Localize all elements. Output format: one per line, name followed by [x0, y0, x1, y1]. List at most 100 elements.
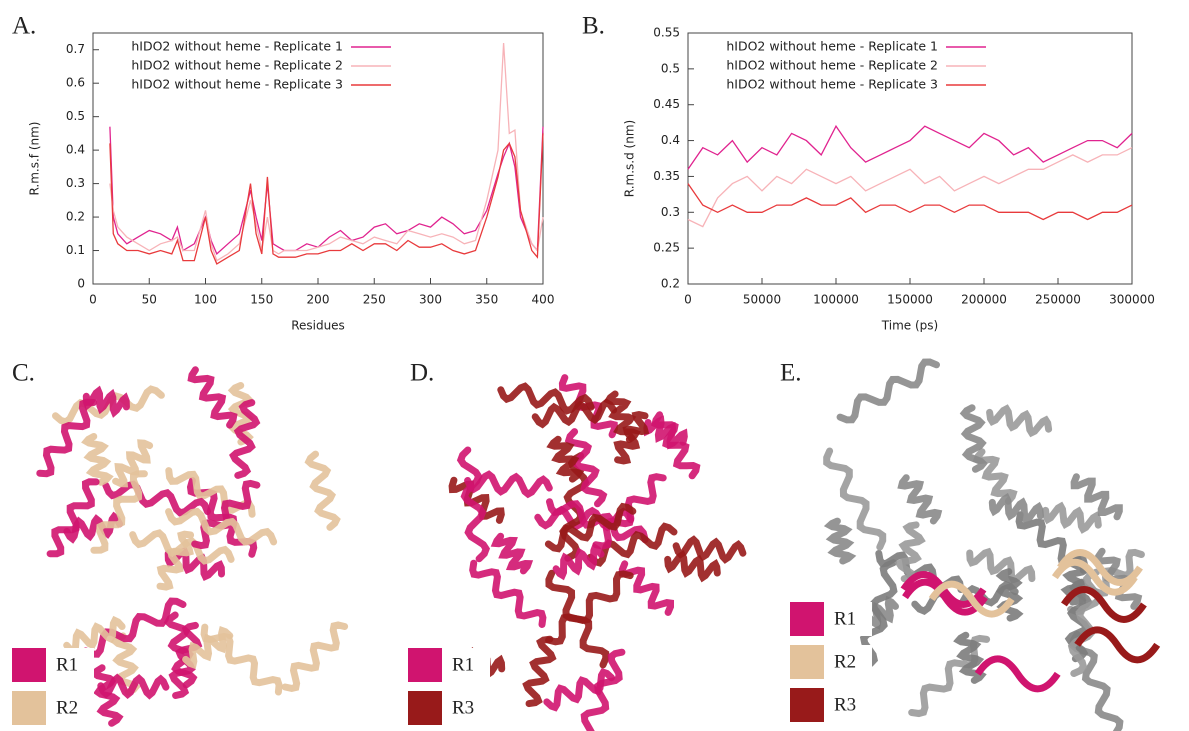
ribbon [1074, 626, 1161, 664]
ribbon [448, 476, 505, 524]
ribbon [580, 648, 626, 731]
ribbon [651, 411, 701, 480]
ribbon [464, 470, 553, 499]
x-tick-label: 0 [684, 293, 692, 307]
y-tick-label: 0.25 [653, 241, 680, 255]
x-tick-label: 400 [532, 293, 555, 307]
y-tick-label: 0.55 [653, 26, 680, 40]
legend-swatch [408, 691, 442, 725]
ribbon [182, 625, 234, 670]
y-tick-label: 0.3 [66, 176, 85, 190]
ribbon [191, 479, 261, 550]
ribbon [995, 568, 1024, 622]
x-tick-label: 350 [475, 293, 498, 307]
ribbon [164, 546, 225, 582]
legend-label: R2 [56, 697, 78, 718]
ribbon [36, 398, 98, 478]
ribbon [928, 580, 1015, 618]
legend-box [824, 602, 872, 636]
ribbon [97, 673, 170, 700]
ribbon [187, 366, 238, 429]
data-line [687, 183, 1133, 221]
ribbon [281, 621, 349, 692]
legend-label: hIDO2 without heme - Replicate 1 [131, 39, 343, 54]
x-tick-label: 150000 [887, 293, 933, 307]
x-tick-label: 0 [89, 293, 97, 307]
data-line [687, 124, 1133, 170]
x-tick-label: 300000 [1109, 293, 1155, 307]
legend-label: hIDO2 without heme - Replicate 2 [726, 58, 938, 73]
panel-label: E. [780, 360, 802, 387]
legend-label: hIDO2 without heme - Replicate 3 [131, 77, 343, 92]
legend-swatch [408, 648, 442, 682]
ribbon [613, 411, 650, 465]
legend-label: R3 [834, 694, 856, 715]
x-tick-label: 300 [419, 293, 442, 307]
ribbon [894, 521, 926, 583]
ribbon [456, 446, 490, 563]
x-tick-label: 50000 [743, 293, 781, 307]
y-tick-label: 0.3 [661, 205, 680, 219]
ribbon [664, 550, 721, 583]
x-axis-label: Residues [291, 319, 345, 333]
panel-label: C. [12, 360, 35, 387]
data-line [109, 42, 544, 262]
ribbon [911, 580, 1019, 615]
data-line [109, 133, 544, 265]
x-tick-label: 50 [142, 293, 157, 307]
ribbon [531, 398, 618, 429]
ribbon [229, 399, 261, 479]
ribbon [953, 631, 987, 684]
y-tick-label: 0.1 [66, 243, 85, 257]
ribbon [46, 478, 100, 558]
y-tick-label: 0.5 [661, 61, 680, 75]
ribbon [63, 615, 126, 656]
ribbon [165, 507, 278, 546]
panel-label: A. [12, 13, 36, 40]
legend-label: R2 [834, 651, 856, 672]
legend-label: R1 [56, 654, 78, 675]
legend-label: hIDO2 without heme - Replicate 2 [131, 58, 343, 73]
data-line [109, 126, 544, 255]
legend-label: R3 [452, 697, 474, 718]
ribbon [490, 532, 534, 575]
y-axis-label: R.m.s.d (nm) [623, 120, 637, 197]
x-tick-label: 150 [250, 293, 273, 307]
legend-label: hIDO2 without heme - Replicate 1 [726, 39, 938, 54]
data-line [687, 147, 1133, 228]
legend-label: R1 [452, 654, 474, 675]
x-axis-label: Time (ps) [881, 319, 938, 333]
ribbon [908, 634, 991, 718]
y-tick-label: 0.5 [66, 109, 85, 123]
ribbon [469, 559, 547, 628]
panel-label: B. [582, 13, 605, 40]
ribbon [52, 385, 165, 426]
ribbon [129, 529, 235, 565]
legend-box [442, 691, 490, 725]
x-tick-label: 200 [307, 293, 330, 307]
legend-box [824, 688, 872, 722]
legend-label: hIDO2 without heme - Replicate 3 [726, 77, 938, 92]
y-tick-label: 0.4 [661, 133, 680, 147]
ribbon [897, 474, 943, 525]
ribbon [200, 623, 283, 696]
ribbon [304, 450, 341, 531]
ribbon [546, 435, 585, 483]
ribbon [1051, 558, 1138, 596]
legend-box [46, 691, 94, 725]
ribbon [564, 428, 608, 508]
ribbon [102, 480, 211, 517]
x-tick-label: 100000 [813, 293, 859, 307]
x-tick-label: 250000 [1035, 293, 1081, 307]
ribbon [112, 439, 154, 488]
y-tick-label: 0.2 [661, 277, 680, 291]
ribbon [823, 447, 887, 551]
legend-label: R1 [834, 608, 856, 629]
ribbon [110, 632, 141, 696]
ribbon [1042, 501, 1102, 534]
y-tick-label: 0.4 [66, 143, 85, 157]
ribbon [823, 517, 857, 565]
ribbon [497, 382, 595, 415]
ribbon [988, 492, 1044, 526]
